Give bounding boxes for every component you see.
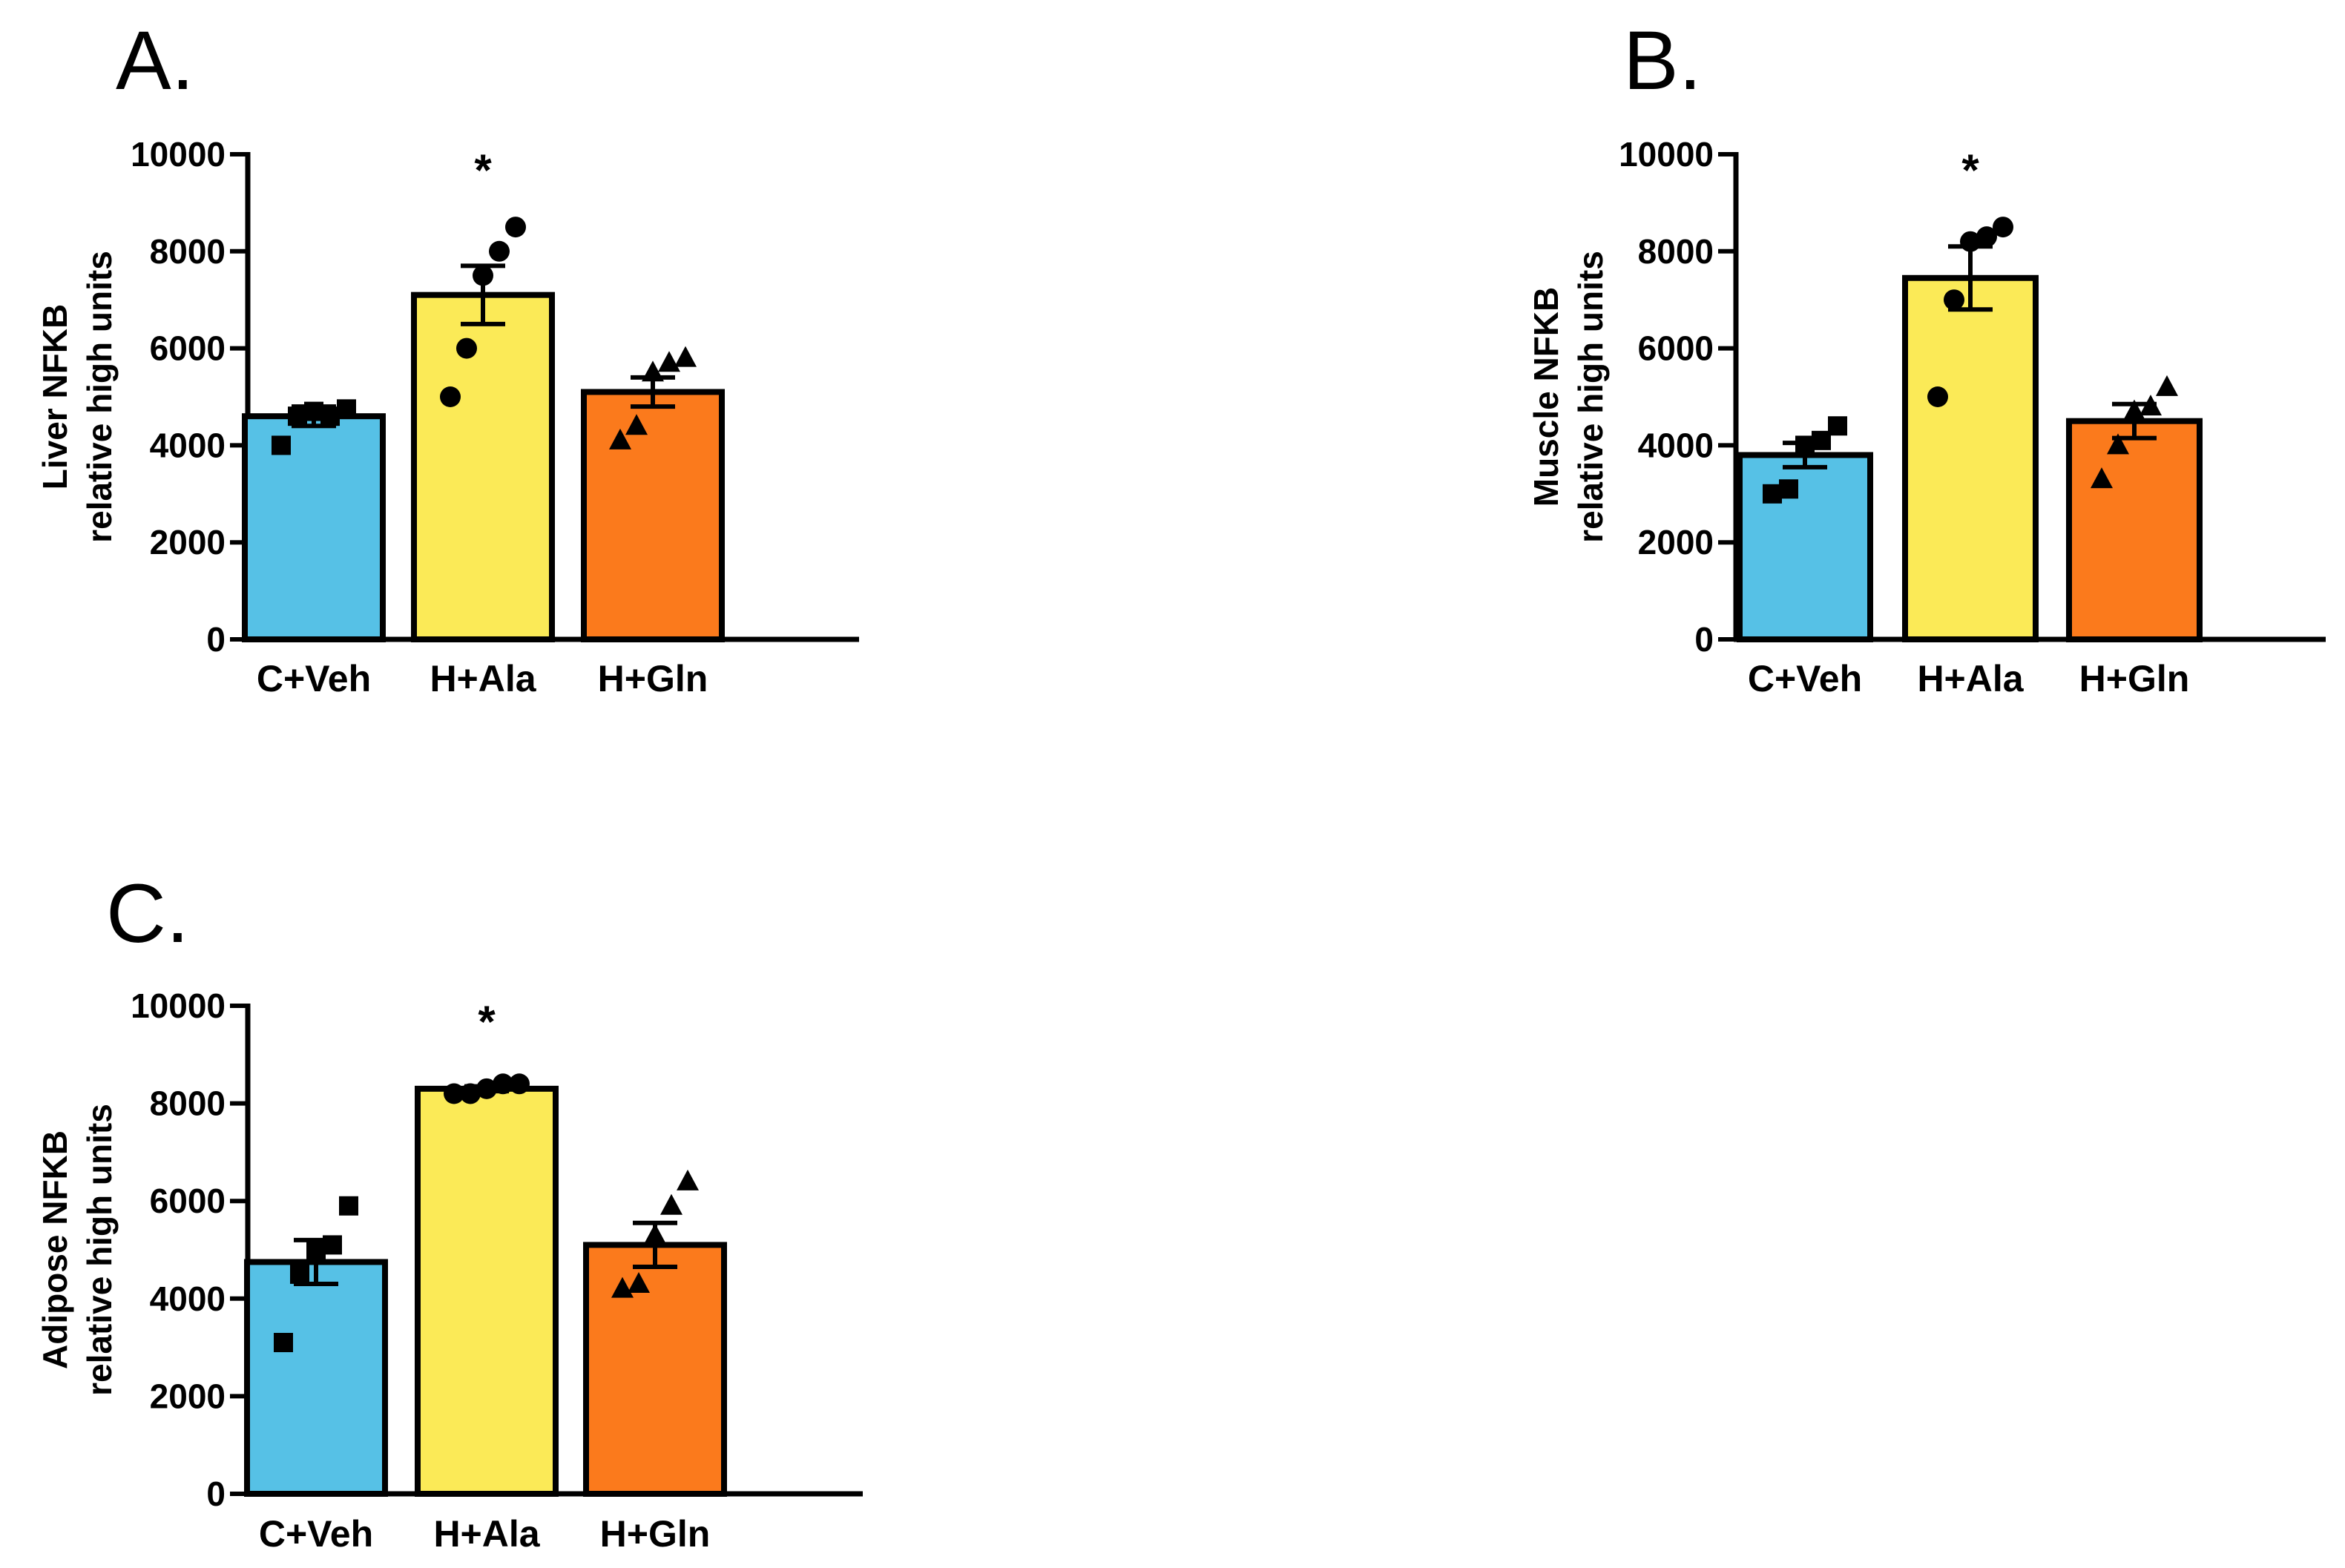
data-point-square [339,1196,358,1216]
data-point-square [1812,430,1831,450]
y-tick-label: 0 [206,1475,226,1513]
significance-mark: * [474,145,492,195]
data-point-circle [1927,386,1948,407]
data-point-circle [1993,217,2013,238]
data-point-square [1795,435,1815,455]
data-point-circle [505,217,526,238]
y-tick-label: 4000 [1638,426,1714,464]
data-point-triangle [609,428,631,449]
data-point-triangle [660,1193,683,1215]
x-category-label: H+Gln [598,658,708,699]
data-point-square [1779,479,1798,499]
data-point-triangle [2156,375,2178,396]
panel-label: A. [116,14,194,107]
data-point-square [1828,416,1847,436]
y-tick-label: 0 [206,620,226,659]
chart-panel-3: C. 0 2000 4000 6000 8000 10000 Adipose NFKB rela… [36,867,863,1555]
x-category-label: C+Veh [257,658,371,699]
data-point-circle [489,240,510,262]
data-point-square [306,1240,326,1259]
y-axis-title: relative high units [80,251,119,543]
y-tick-label: 2000 [150,1377,226,1415]
data-point-square [1763,484,1782,504]
panel-label: B. [1623,14,1702,107]
data-point-circle [473,265,493,286]
chart-panel-1: A. 0 2000 4000 6000 8000 10000 Liver NFKB relati… [36,14,859,699]
chart-panel-2: B. 0 2000 4000 6000 8000 10000 Muscle NFKB relat… [1527,14,2326,699]
x-category-label: H+Gln [2079,658,2190,699]
data-point-circle [509,1073,530,1095]
data-point-square [288,406,307,426]
data-point-circle [1960,231,1981,252]
y-tick-label: 8000 [150,1084,226,1123]
data-point-triangle [628,1272,650,1294]
y-tick-label: 2000 [150,523,226,561]
y-axis-title: relative high units [1571,251,1610,543]
data-point-triangle [677,1169,699,1190]
significance-mark: * [1961,145,1979,195]
data-point-triangle [2091,467,2113,489]
y-tick-label: 8000 [1638,232,1714,271]
bar-C+Veh [242,413,386,642]
data-point-circle [1976,226,1997,248]
y-tick-label: 6000 [150,1182,226,1220]
y-tick-label: 4000 [150,426,226,464]
data-point-triangle [2107,433,2129,455]
data-point-circle [440,386,461,407]
bar-C+Veh [1737,452,1873,642]
y-tick-label: 10000 [131,986,226,1025]
data-point-square [337,399,356,419]
data-point-triangle [644,1223,666,1245]
x-category-label: H+Gln [600,1513,711,1555]
y-tick-label: 10000 [1619,135,1714,174]
significance-mark: * [478,997,496,1047]
panel-label: C. [106,867,189,960]
data-point-square [304,401,323,421]
data-point-triangle [642,360,664,382]
y-axis-title: Adipose NFKB [36,1130,74,1369]
y-tick-label: 10000 [131,135,226,174]
y-axis-title: Liver NFKB [36,304,74,490]
x-category-label: H+Ala [433,1513,540,1555]
x-category-label: C+Veh [1748,658,1862,699]
data-point-square [290,1264,309,1284]
y-tick-label: 2000 [1638,523,1714,561]
y-tick-label: 0 [1694,620,1714,659]
bar-H+Ala [1902,274,2039,642]
data-point-circle [460,1083,481,1104]
data-point-square [272,435,291,455]
x-category-label: H+Ala [430,658,536,699]
y-tick-label: 4000 [150,1279,226,1318]
data-point-circle [456,337,477,359]
data-point-triangle [625,414,648,435]
data-point-circle [444,1083,464,1104]
y-axis-title: relative high units [80,1104,119,1396]
bar-H+Ala [415,1085,559,1497]
bar-H+Gln [583,1242,727,1498]
bar-C+Veh [244,1259,388,1497]
data-point-square [320,406,340,426]
x-category-label: H+Ala [1917,658,2024,699]
y-tick-label: 6000 [150,329,226,368]
x-category-label: C+Veh [259,1513,373,1555]
bar-H+Gln [581,389,725,643]
data-point-circle [476,1078,497,1099]
y-tick-label: 6000 [1638,329,1714,368]
y-tick-label: 8000 [150,232,226,271]
data-point-circle [1944,289,1964,311]
bar-H+Ala [411,291,555,642]
data-point-square [323,1235,342,1255]
data-point-triangle [674,346,697,367]
y-axis-title: Muscle NFKB [1527,287,1565,507]
data-point-circle [493,1073,513,1095]
bar-H+Gln [2066,418,2203,642]
data-point-square [274,1333,293,1353]
data-point-triangle [658,351,680,372]
data-point-triangle [2140,395,2162,416]
